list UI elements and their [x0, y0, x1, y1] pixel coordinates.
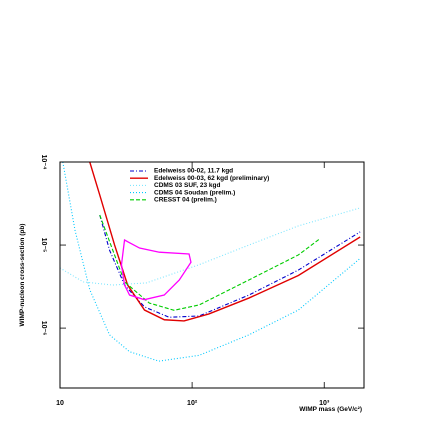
- legend-label: CRESST 04 (prelim.): [154, 197, 217, 204]
- series-line: [89, 162, 361, 322]
- region-contour: [120, 238, 192, 301]
- x-tick-label: 10: [56, 400, 64, 407]
- series-line: [60, 207, 361, 286]
- y-tick-label: 10⁻⁵: [40, 238, 47, 253]
- legend-label: Edelweiss 00-02, 11.7 kgd: [154, 168, 233, 175]
- x-tick-label: 10³: [319, 400, 330, 407]
- y-tick-label: 10⁻⁶: [40, 321, 47, 336]
- y-tick-label: 10⁻⁴: [40, 155, 47, 170]
- legend-label: CDMS 03 SUF, 23 kgd: [154, 182, 220, 189]
- legend-label: Edelweiss 00-03, 62 kgd (preliminary): [154, 175, 269, 182]
- x-axis-label: WIMP mass (GeV/c²): [299, 406, 362, 413]
- plot-frame: [59, 161, 365, 389]
- y-axis-label: WIMP-nucleon cross-section (pb): [19, 224, 26, 327]
- plot-lines: [60, 162, 361, 362]
- x-tick-label: 10²: [187, 400, 198, 407]
- legend-label: CDMS 04 Soudan (prelim.): [154, 189, 235, 196]
